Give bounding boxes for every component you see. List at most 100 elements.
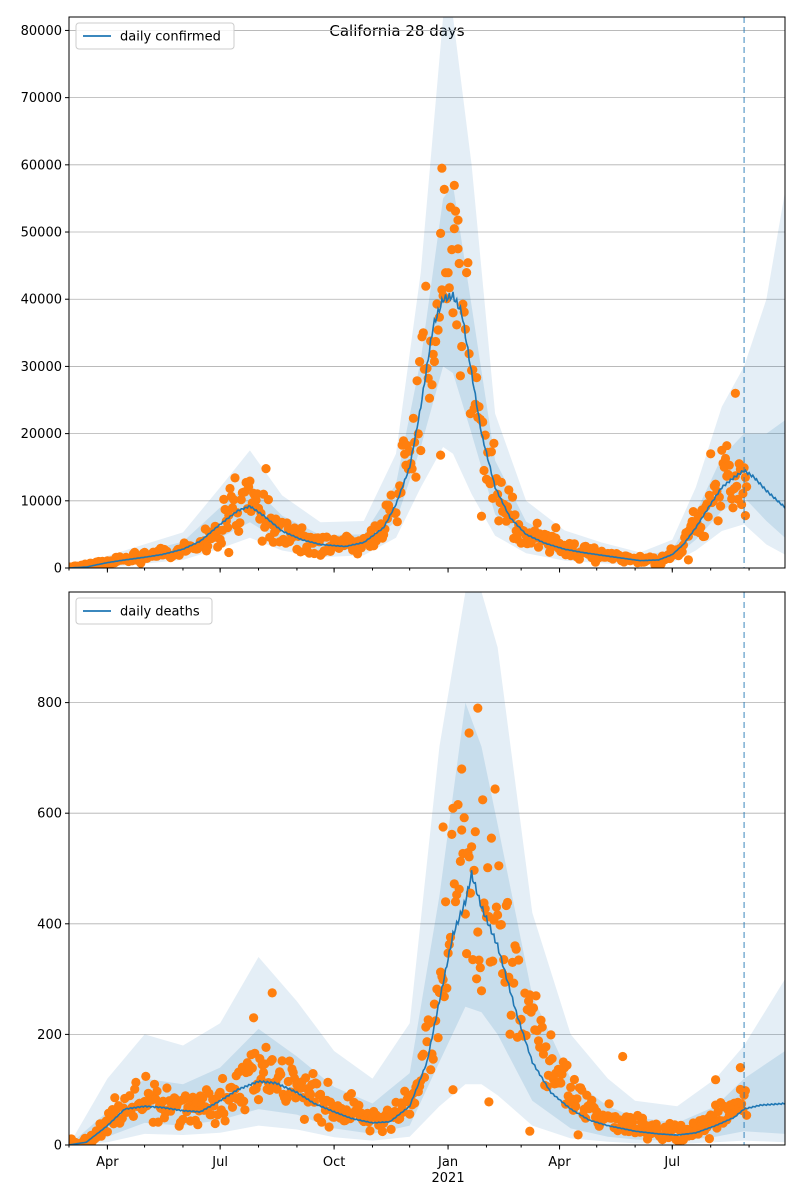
observation-point (628, 1117, 638, 1127)
x-tick-label: Oct (323, 1155, 345, 1170)
observation-point (493, 910, 503, 920)
y-tick-label: 800 (37, 696, 62, 711)
observation-point (224, 547, 234, 558)
y-tick-label: 60000 (21, 158, 62, 173)
observation-point (437, 163, 447, 173)
observation-point (507, 492, 518, 502)
observation-point (547, 1054, 557, 1064)
x-tick-label: Apr (548, 1155, 571, 1170)
observation-point (261, 464, 271, 474)
model-line (69, 291, 785, 568)
observation-point (422, 1037, 432, 1047)
observation-point (490, 784, 500, 794)
observation-point (444, 283, 454, 293)
observation-point (457, 764, 467, 774)
observation-point (483, 863, 493, 873)
observation-point (476, 986, 487, 996)
observation-point (464, 728, 474, 738)
figure-title: California 28 days (329, 22, 464, 40)
observation-point (740, 510, 751, 521)
observation-point (443, 268, 453, 278)
observation-point (449, 180, 459, 190)
observation-point (218, 1073, 228, 1084)
observation-point (510, 510, 520, 520)
observation-point (514, 955, 524, 965)
observation-point (533, 542, 544, 552)
legend-label: daily deaths (120, 605, 200, 620)
observation-point (724, 460, 734, 470)
observation-point (538, 1049, 549, 1059)
x-tick-label: Jul (211, 1155, 228, 1170)
observation-point (224, 510, 234, 520)
observation-point (711, 1075, 721, 1085)
observation-point (263, 495, 273, 505)
observation-point (472, 974, 482, 984)
observation-point (436, 450, 446, 460)
observation-point (475, 963, 485, 973)
observation-point (276, 1069, 286, 1079)
observation-point (152, 1086, 162, 1096)
observation-point (128, 1111, 138, 1121)
observation-point (480, 904, 490, 914)
observation-point (239, 1096, 249, 1106)
observation-point (505, 1029, 515, 1039)
observation-point (354, 1100, 364, 1110)
observation-point (455, 856, 465, 867)
observation-point (479, 465, 489, 476)
observation-point (443, 948, 453, 958)
observation-point (447, 829, 457, 840)
y-tick-label: 0 (54, 562, 62, 577)
observation-point (486, 447, 496, 457)
observation-point (299, 1114, 309, 1124)
observation-point (441, 897, 451, 907)
observation-point (306, 1089, 316, 1100)
observation-point (573, 1130, 583, 1140)
observation-point (532, 518, 542, 528)
observation-point (467, 842, 477, 852)
observation-point (442, 983, 452, 993)
x-year-label: 2021 (432, 1171, 465, 1186)
observation-point (240, 1105, 250, 1115)
observation-point (365, 1126, 375, 1136)
observation-point (227, 1102, 238, 1112)
observation-point (346, 1089, 356, 1099)
observation-point (429, 999, 439, 1009)
observation-point (470, 827, 480, 837)
y-tick-label: 600 (37, 807, 62, 822)
observation-point (235, 518, 245, 528)
observation-point (110, 1093, 120, 1103)
y-tick-label: 80000 (21, 24, 62, 39)
observation-point (569, 1074, 580, 1085)
observation-point (453, 215, 463, 225)
observation-point (439, 992, 449, 1002)
observation-point (433, 325, 443, 335)
observation-point (537, 1022, 547, 1032)
observation-point (509, 978, 519, 988)
observation-point (478, 795, 488, 805)
observation-point (223, 523, 233, 533)
observation-point (489, 438, 499, 448)
axes-frame (68, 16, 786, 569)
observation-point (572, 1094, 582, 1104)
observation-point (429, 356, 439, 367)
observation-point (431, 336, 441, 347)
legend: daily confirmed (75, 22, 235, 50)
observation-point (178, 1114, 188, 1124)
observation-point (102, 1127, 112, 1137)
observation-point (436, 228, 446, 238)
observation-point (415, 357, 425, 367)
observation-point (258, 1067, 269, 1078)
confidence-band-outer (69, 17, 785, 568)
observation-point (219, 1108, 229, 1119)
observation-point (457, 825, 467, 835)
observation-point (462, 268, 472, 278)
observation-point (450, 206, 461, 216)
observation-point (728, 503, 738, 513)
observation-point (571, 1101, 581, 1111)
observation-point (556, 1078, 566, 1088)
observation-point (723, 469, 733, 479)
observation-point (448, 308, 458, 318)
observation-point (496, 920, 506, 930)
observation-point (418, 328, 428, 338)
